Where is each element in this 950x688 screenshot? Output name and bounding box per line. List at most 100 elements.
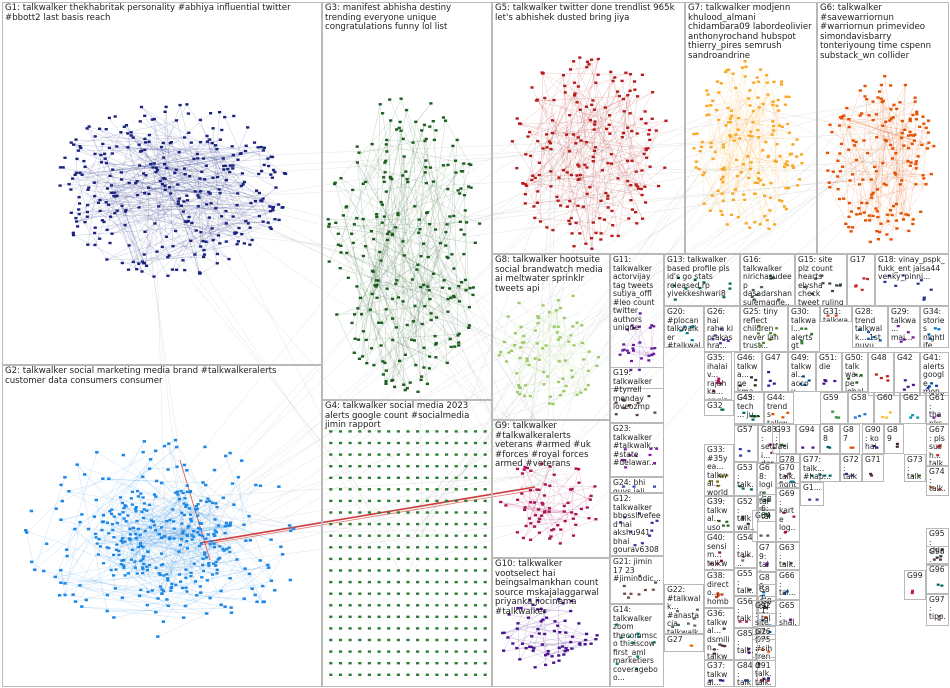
node-G2c-249: [146, 550, 150, 554]
node-G4-320: [464, 638, 468, 642]
group-panel-g93: G93: facing mai...: [772, 424, 796, 454]
edge-G1-75: [128, 232, 202, 271]
node-G3-226: [396, 296, 400, 299]
edge-G7-17: [772, 97, 790, 106]
node-G2c-174: [228, 524, 232, 527]
edge-G6-65: [886, 132, 929, 186]
node-G1-177: [228, 170, 232, 174]
node-G2c-103: [143, 529, 147, 533]
node-G1-198: [204, 240, 208, 243]
node-G2-61: [253, 593, 257, 597]
edge-bg-38: [407, 372, 535, 551]
node-G5-46: [578, 56, 582, 59]
node-G6-4: [901, 218, 906, 221]
node-G3-212: [376, 279, 380, 282]
node-G4-292: [358, 627, 362, 630]
node-G4-170: [329, 546, 333, 549]
node-G1-91: [72, 143, 76, 146]
node-G4-62: [435, 465, 439, 468]
group-label: G55: talk... bro...: [737, 569, 754, 595]
node-G2c-183: [185, 533, 189, 537]
node-G2c-32: [179, 489, 183, 493]
edge-G6-78: [900, 124, 924, 214]
edge-G3-28: [419, 229, 432, 321]
edge-G7-26: [712, 122, 729, 160]
edge-G1-76: [156, 211, 271, 253]
node-G7-169: [772, 124, 776, 128]
node-G1-103: [273, 170, 277, 174]
edge-G3-56: [372, 245, 446, 295]
node-G2c-195: [142, 502, 146, 505]
node-G6-57: [867, 114, 871, 117]
edge-G2c-114: [126, 493, 184, 522]
edge-G3-81: [373, 239, 459, 287]
edge-G1-105: [117, 211, 137, 270]
node-G6-92: [883, 75, 887, 78]
edge-G11-22: [641, 348, 652, 359]
node-G2-68: [86, 527, 91, 531]
node-G2c-140: [139, 588, 143, 592]
edge-G9-45: [560, 469, 579, 544]
node-G4-2: [348, 430, 352, 433]
node-G3-242: [353, 337, 357, 340]
edge-bg-7: [415, 198, 554, 518]
node-G3-171: [364, 245, 368, 248]
edge-G3-136: [373, 272, 417, 366]
group-label: G38: directo... homba... nagash...: [707, 571, 729, 607]
edge-G2c-95: [114, 516, 230, 549]
edge-G7-100: [748, 167, 785, 179]
edge-G2c-204: [130, 498, 186, 541]
node-G3-189: [426, 255, 430, 259]
edge-G1-138: [94, 182, 245, 184]
node-G1-118: [107, 146, 111, 150]
edge-G1-25: [89, 126, 224, 171]
node-G4-247: [416, 592, 420, 595]
edge-G3-141: [433, 121, 441, 244]
node-G1-333: [163, 177, 167, 180]
node-G2c-56: [172, 527, 176, 530]
node-G2c-222: [181, 491, 185, 495]
node-G7-30: [775, 104, 779, 107]
node-G5-18: [559, 204, 563, 207]
node-G2-69: [258, 559, 262, 562]
node-G2-106: [269, 579, 274, 583]
edge-bg-82: [595, 100, 753, 174]
node-G5-81: [515, 117, 519, 120]
edge-G2-87: [96, 452, 246, 542]
node-G5-93: [587, 63, 591, 66]
node-G6-9: [894, 173, 898, 176]
node-G6-51: [848, 179, 852, 182]
edge-G2c-52: [116, 550, 218, 571]
node-G3-206: [351, 241, 355, 245]
edge-G3-138: [373, 288, 471, 366]
edge-G7-56: [712, 163, 802, 197]
node-G2c-199: [190, 538, 194, 541]
node-G5-74: [557, 176, 561, 179]
node-G1-71: [153, 222, 157, 225]
node-G1-163: [281, 206, 285, 209]
edge-G2-27: [107, 607, 232, 612]
edge-bg-78: [419, 335, 572, 509]
node-G1-131: [120, 261, 124, 265]
node-G4-149: [454, 522, 458, 526]
node-G5-148: [616, 177, 620, 180]
node-G3-154: [446, 163, 450, 167]
node-G1-120: [257, 214, 261, 218]
node-G3-134: [413, 205, 417, 208]
edge-bg-105: [178, 183, 532, 357]
node-G1-92: [163, 110, 167, 113]
node-G4-82: [464, 476, 468, 479]
node-G3-131: [375, 283, 379, 287]
node-G7-97: [749, 130, 753, 133]
node-G3-24: [381, 373, 385, 376]
node-G6-91: [868, 240, 872, 244]
edge-bg-41: [137, 521, 185, 573]
edge-bg-25: [370, 260, 549, 489]
edge-G1-184: [104, 154, 143, 263]
edge-G6-117: [850, 216, 874, 232]
edge-G5-65: [522, 183, 590, 188]
node-G2c-26: [196, 531, 200, 534]
edge-G9-12: [530, 502, 576, 515]
node-G3-50: [378, 103, 382, 106]
node-G5-70: [537, 173, 541, 177]
